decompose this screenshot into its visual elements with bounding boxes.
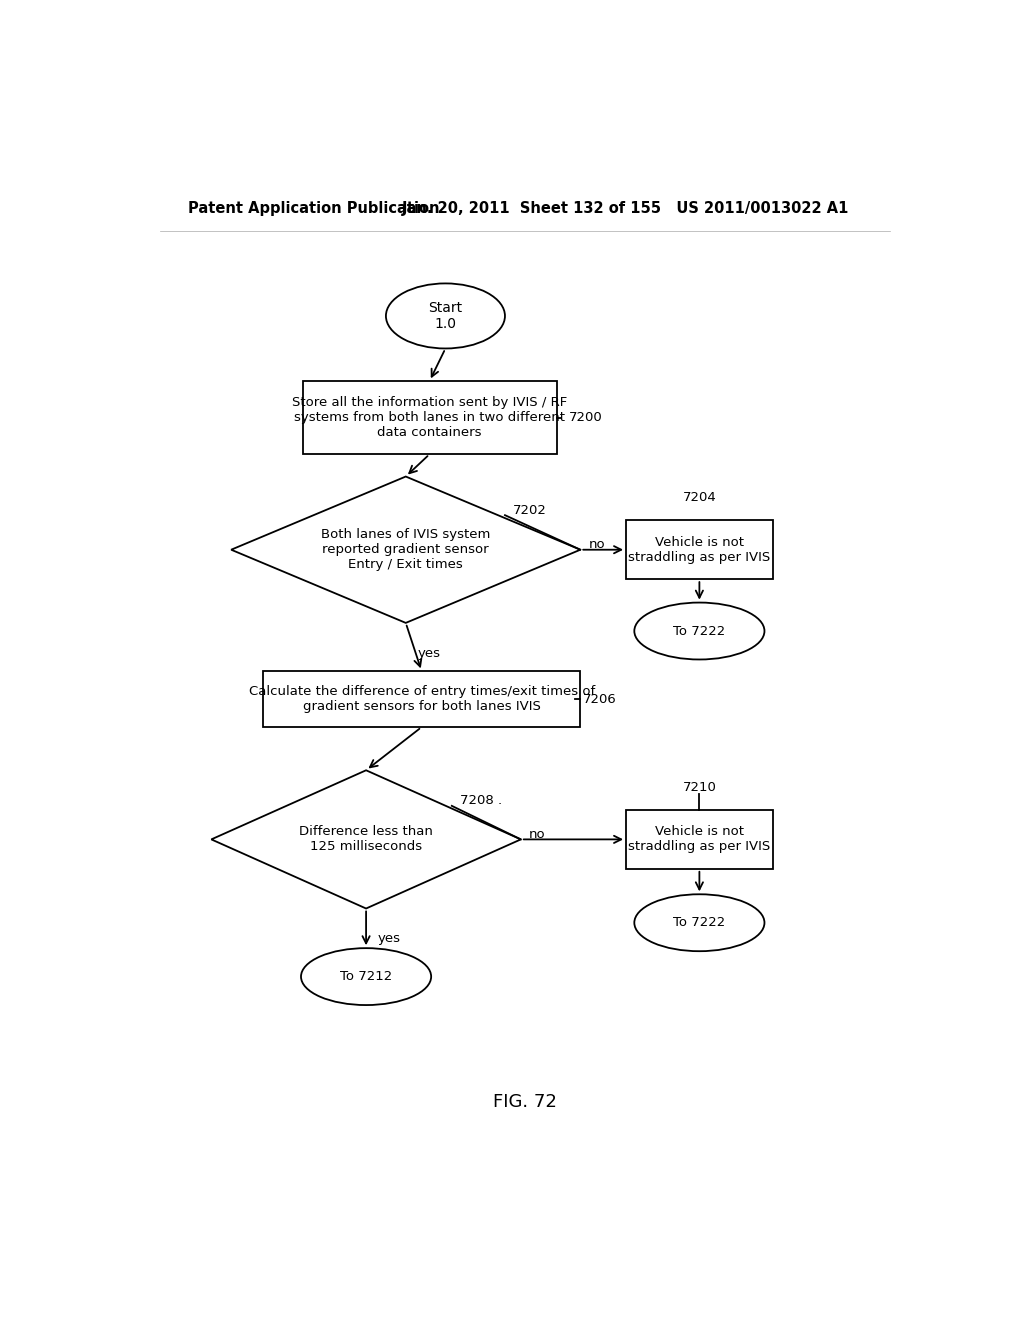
Text: 7204: 7204: [683, 491, 716, 504]
Ellipse shape: [634, 894, 765, 952]
Ellipse shape: [301, 948, 431, 1005]
Text: Calculate the difference of entry times/exit times of
gradient sensors for both : Calculate the difference of entry times/…: [249, 685, 595, 713]
Text: Store all the information sent by IVIS / RF
systems from both lanes in two diffe: Store all the information sent by IVIS /…: [292, 396, 567, 440]
Text: Both lanes of IVIS system
reported gradient sensor
Entry / Exit times: Both lanes of IVIS system reported gradi…: [322, 528, 490, 572]
FancyBboxPatch shape: [303, 381, 557, 454]
Text: Start
1.0: Start 1.0: [428, 301, 463, 331]
Text: no: no: [588, 539, 605, 552]
Text: 7208 .: 7208 .: [460, 795, 502, 808]
Text: Difference less than
125 milliseconds: Difference less than 125 milliseconds: [299, 825, 433, 854]
Text: Jan. 20, 2011  Sheet 132 of 155   US 2011/0013022 A1: Jan. 20, 2011 Sheet 132 of 155 US 2011/0…: [401, 201, 849, 216]
Text: To 7222: To 7222: [673, 624, 726, 638]
Text: Patent Application Publication: Patent Application Publication: [187, 201, 439, 216]
Ellipse shape: [386, 284, 505, 348]
FancyBboxPatch shape: [626, 810, 773, 869]
Polygon shape: [231, 477, 581, 623]
Text: 7202: 7202: [513, 503, 547, 516]
Text: FIG. 72: FIG. 72: [493, 1093, 557, 1110]
FancyBboxPatch shape: [626, 520, 773, 579]
FancyBboxPatch shape: [263, 671, 581, 727]
Text: no: no: [528, 828, 546, 841]
Text: yes: yes: [418, 647, 440, 660]
Text: Vehicle is not
straddling as per IVIS: Vehicle is not straddling as per IVIS: [629, 825, 770, 854]
Text: To 7222: To 7222: [673, 916, 726, 929]
Text: 7206: 7206: [583, 693, 616, 706]
Ellipse shape: [634, 602, 765, 660]
Text: yes: yes: [378, 932, 401, 945]
Polygon shape: [211, 771, 521, 908]
Text: 7200: 7200: [568, 411, 602, 424]
Text: 7210: 7210: [682, 780, 717, 793]
Text: To 7212: To 7212: [340, 970, 392, 983]
Text: Vehicle is not
straddling as per IVIS: Vehicle is not straddling as per IVIS: [629, 536, 770, 564]
